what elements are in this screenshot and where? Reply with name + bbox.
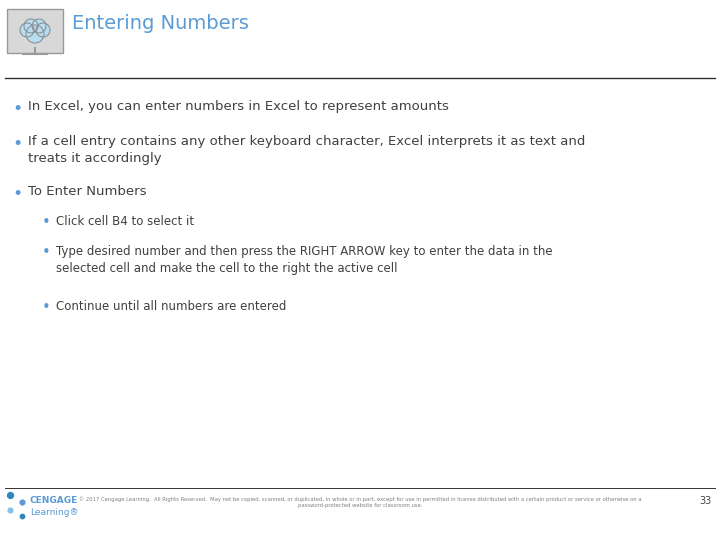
Circle shape (26, 25, 44, 43)
Text: Entering Numbers: Entering Numbers (72, 14, 249, 33)
Text: If a cell entry contains any other keyboard character, Excel interprets it as te: If a cell entry contains any other keybo… (28, 135, 585, 165)
Point (17, 498, 28, 507)
Text: •: • (42, 215, 50, 230)
Circle shape (32, 19, 46, 33)
Point (4, 491, 16, 500)
Text: To Enter Numbers: To Enter Numbers (28, 185, 146, 198)
Point (17, 512, 28, 521)
Text: •: • (12, 185, 22, 203)
Text: Click cell B4 to select it: Click cell B4 to select it (56, 215, 194, 228)
Text: Type desired number and then press the RIGHT ARROW key to enter the data in the
: Type desired number and then press the R… (56, 245, 553, 275)
Text: © 2017 Cengage Learning.  All Rights Reserved.  May not be copied, scanned, or d: © 2017 Cengage Learning. All Rights Rese… (78, 496, 642, 508)
Text: •: • (42, 300, 50, 315)
Text: Continue until all numbers are entered: Continue until all numbers are entered (56, 300, 287, 313)
Text: •: • (12, 100, 22, 118)
Text: Learning®: Learning® (30, 508, 78, 517)
Text: In Excel, you can enter numbers in Excel to represent amounts: In Excel, you can enter numbers in Excel… (28, 100, 449, 113)
Point (4, 505, 16, 514)
Text: CENGAGE: CENGAGE (30, 496, 78, 505)
Circle shape (36, 23, 50, 37)
Text: •: • (12, 135, 22, 153)
Circle shape (20, 23, 34, 37)
Circle shape (24, 19, 38, 33)
Text: •: • (42, 245, 50, 260)
FancyBboxPatch shape (7, 9, 63, 53)
Text: 33: 33 (700, 496, 712, 506)
